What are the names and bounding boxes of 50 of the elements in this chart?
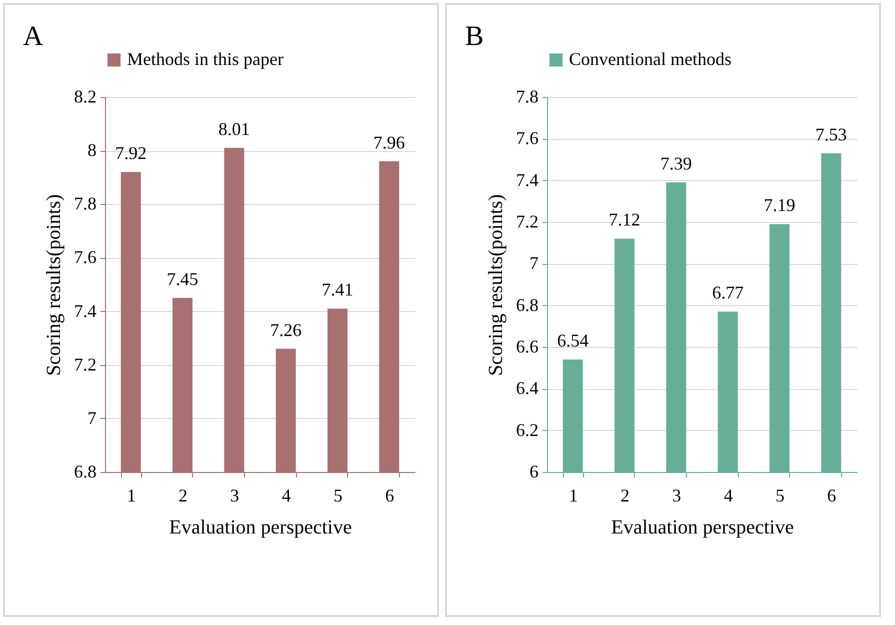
x-tick-label: 4: [282, 486, 291, 506]
data-label: 7.41: [322, 280, 354, 300]
legend-label: Conventional methods: [569, 49, 732, 69]
data-label: 7.45: [166, 268, 198, 289]
y-tick-label: 8.2: [74, 86, 96, 106]
y-tick-label: 6.6: [516, 336, 538, 356]
data-label: 8.01: [218, 118, 250, 139]
data-label: 7.53: [815, 124, 847, 144]
y-tick-label: 7.6: [74, 247, 96, 268]
y-axis-title: Scoring results(points): [43, 194, 65, 376]
y-tick-label: 7: [530, 253, 538, 274]
x-axis-title: Evaluation perspective: [169, 516, 352, 538]
x-tick-label: 2: [178, 486, 188, 506]
x-tick-label: 3: [230, 486, 240, 506]
chart-title: B: [465, 21, 484, 52]
x-tick-label: 5: [334, 486, 342, 506]
data-label: 6.77: [712, 282, 744, 303]
data-label: 7.12: [608, 210, 640, 230]
data-label: 7.26: [270, 320, 302, 340]
y-tick-label: 7.6: [516, 128, 538, 148]
data-label: 7.19: [764, 195, 796, 216]
y-axis-title: Scoring results(points): [485, 194, 507, 376]
x-tick-label: 1: [126, 486, 136, 506]
y-tick-label: 7.2: [516, 212, 538, 232]
y-tick-label: 8: [88, 140, 96, 160]
x-tick-label: 3: [672, 486, 682, 506]
y-tick-label: 7: [88, 408, 96, 428]
x-tick-label: 2: [620, 486, 630, 506]
y-tick-label: 6.8: [516, 294, 538, 315]
data-label: 7.96: [373, 132, 405, 152]
x-tick-label: 4: [724, 486, 733, 506]
y-tick-label: 7.2: [74, 354, 96, 374]
x-tick-label: 1: [568, 486, 578, 506]
y-tick-label: 7.8: [516, 86, 538, 106]
x-tick-label: 5: [776, 486, 784, 506]
x-axis-title: Evaluation perspective: [611, 516, 794, 538]
data-label: 7.92: [115, 143, 147, 163]
y-tick-label: 7.8: [74, 194, 96, 214]
x-tick-label: 6: [827, 486, 836, 506]
x-tick-label: 6: [385, 486, 394, 506]
y-tick-label: 6.8: [74, 462, 96, 482]
y-tick-label: 7.4: [516, 170, 538, 190]
chart-title: A: [23, 21, 44, 52]
legend-label: Methods in this paper: [127, 49, 284, 69]
y-tick-label: 6: [530, 462, 538, 482]
y-tick-label: 6.4: [516, 378, 538, 398]
data-label: 7.39: [660, 153, 692, 174]
y-tick-label: 7.4: [74, 300, 96, 321]
y-tick-label: 6.2: [516, 420, 538, 440]
data-label: 6.54: [557, 330, 589, 350]
